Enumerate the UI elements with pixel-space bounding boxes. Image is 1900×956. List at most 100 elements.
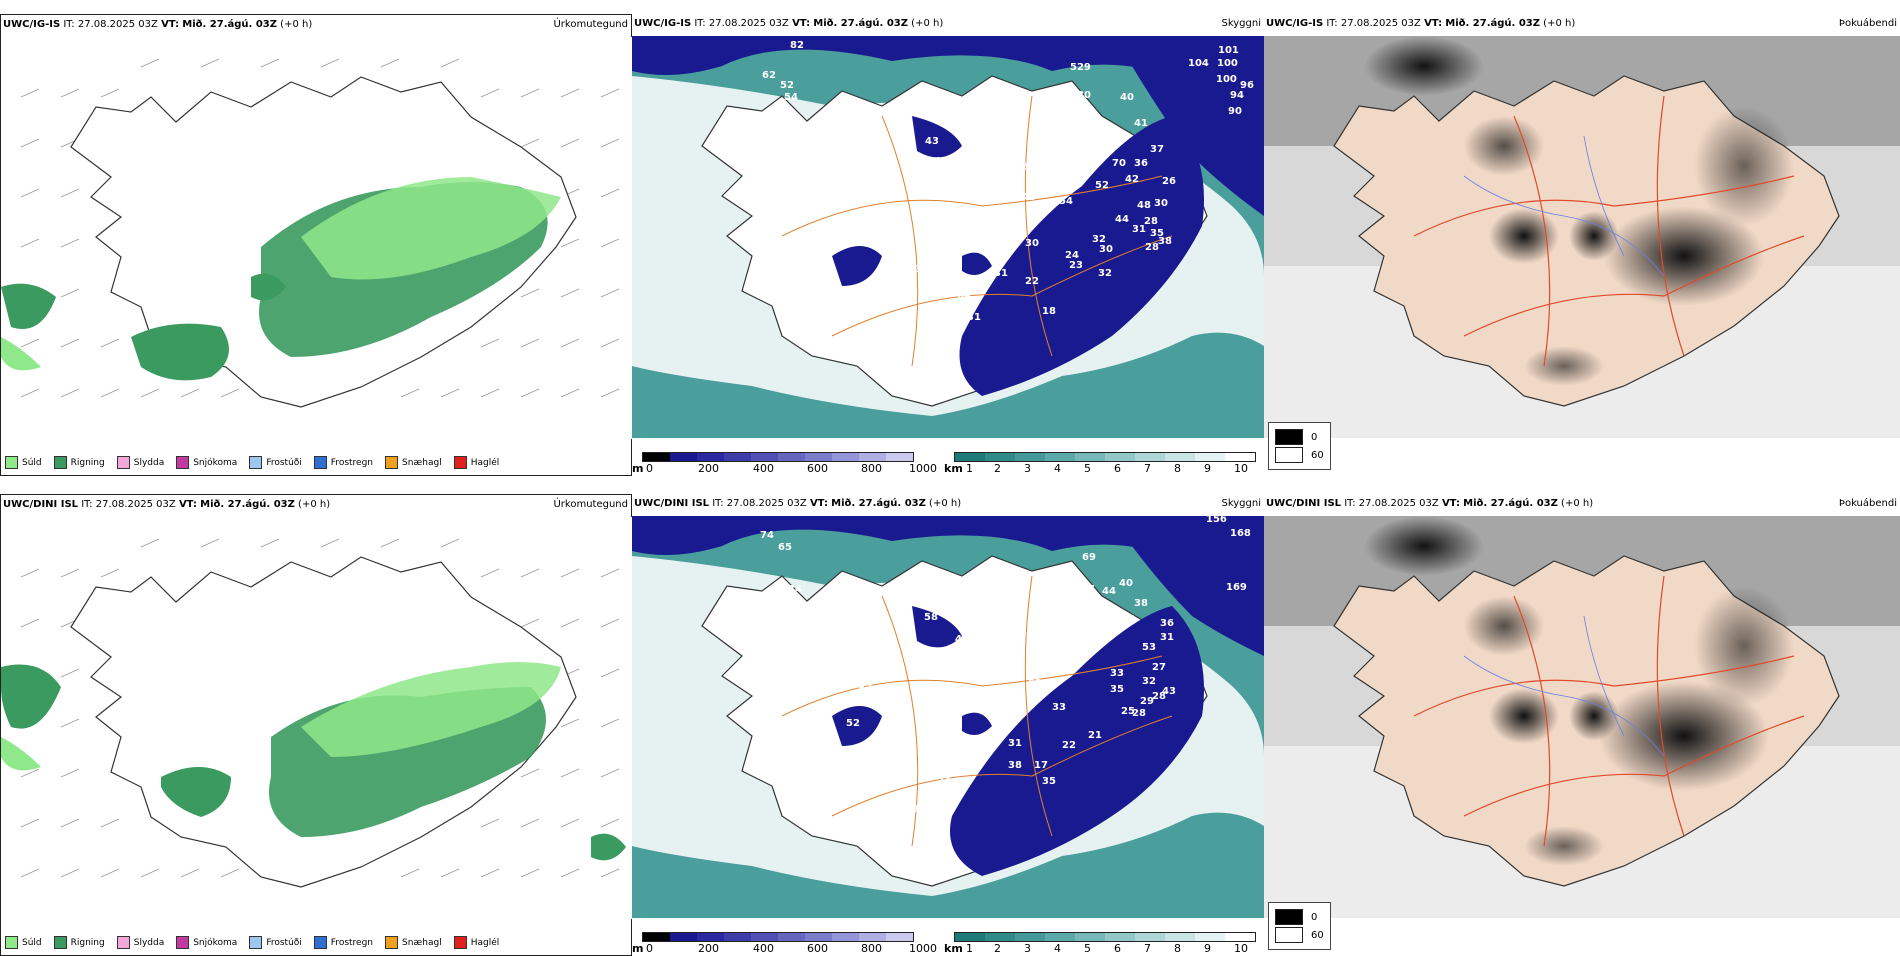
- svg-text:38: 38: [1134, 598, 1148, 609]
- svg-text:31: 31: [994, 268, 1008, 279]
- svg-text:39: 39: [882, 708, 896, 719]
- legend-swatch: [1275, 909, 1303, 925]
- legend-item-frostudi: Frostúði: [249, 936, 302, 949]
- rivers: [1463, 135, 1665, 277]
- svg-text:45: 45: [1022, 192, 1036, 203]
- svg-text:43: 43: [918, 696, 932, 707]
- precip-map[interactable]: [1, 517, 633, 919]
- field-title: Úrkomutegund: [553, 499, 628, 510]
- svg-text:52: 52: [1095, 180, 1109, 191]
- field-title: Þokuábendi: [1838, 18, 1897, 29]
- svg-text:36: 36: [1134, 158, 1148, 169]
- fog-legend-row: 60: [1275, 927, 1324, 943]
- precip-areas: [1, 662, 626, 861]
- legend-swatch: [53, 456, 67, 469]
- model-name: UWC/IG-IS: [1266, 18, 1324, 29]
- svg-text:70: 70: [1112, 158, 1126, 169]
- svg-text:38: 38: [1027, 178, 1041, 189]
- svg-text:62: 62: [762, 70, 776, 81]
- svg-text:32: 32: [1142, 676, 1156, 687]
- legend-item-slydda: Slydda: [116, 936, 164, 949]
- low-visibility-areas: [832, 606, 1204, 876]
- svg-text:33: 33: [1052, 702, 1066, 713]
- svg-text:76: 76: [1079, 104, 1093, 115]
- model-name: UWC/DINI ISL: [1266, 498, 1342, 509]
- svg-text:102: 102: [1102, 128, 1123, 139]
- fog-legend: 0 60: [1268, 902, 1331, 950]
- svg-text:32: 32: [1098, 268, 1112, 279]
- svg-text:18: 18: [1042, 306, 1056, 317]
- svg-text:30: 30: [1025, 238, 1039, 249]
- legend-swatch: [116, 936, 130, 949]
- row-top: UWC/IG-IS IT: 27.08.2025 03Z VT: Mið. 27…: [0, 14, 1900, 476]
- svg-text:104: 104: [1188, 58, 1209, 69]
- fog-index-panel-top: UWC/IG-IS IT: 27.08.2025 03Z VT: Mið. 27…: [1264, 14, 1900, 476]
- svg-text:43: 43: [1162, 686, 1176, 697]
- legend-item-frostregn: Frostregn: [313, 936, 373, 949]
- svg-text:65: 65: [778, 542, 792, 553]
- issue-time: 27.08.2025 03Z: [1358, 498, 1439, 509]
- svg-text:102: 102: [1080, 120, 1101, 131]
- svg-text:37: 37: [1150, 144, 1164, 155]
- svg-text:40: 40: [1009, 704, 1023, 715]
- svg-text:35: 35: [996, 238, 1010, 249]
- legend-item-sudd: Súld: [5, 936, 42, 949]
- roads: [1413, 95, 1805, 367]
- roads: [781, 575, 1173, 847]
- svg-text:52: 52: [1028, 678, 1042, 689]
- model-name: UWC/DINI ISL: [634, 498, 710, 509]
- svg-text:33: 33: [1110, 668, 1124, 679]
- svg-text:54: 54: [784, 92, 798, 103]
- issue-time: 27.08.2025 03Z: [95, 499, 176, 510]
- visibility-labels: 74 65 74 59 58 47 74 56 46 60 66 107 44 …: [760, 516, 1251, 815]
- panel-header: UWC/IG-IS IT: 27.08.2025 03Z VT: Mið. 27…: [3, 19, 313, 30]
- legend-item-snaehagl: Snæhagl: [385, 936, 442, 949]
- svg-text:74: 74: [760, 530, 774, 541]
- svg-text:56: 56: [1030, 642, 1044, 653]
- field-title: Úrkomutegund: [553, 19, 628, 30]
- valid-time: Mið. 27.ágú. 03Z: [1463, 498, 1558, 509]
- svg-text:38: 38: [1158, 236, 1172, 247]
- fog-legend-row: 60: [1275, 447, 1324, 463]
- valid-time: Mið. 27.ágú. 03Z: [1445, 18, 1540, 29]
- svg-text:30: 30: [915, 264, 929, 275]
- fog-map[interactable]: [1264, 516, 1900, 918]
- legend-item-frostregn: Frostregn: [313, 456, 373, 469]
- svg-text:42: 42: [917, 324, 931, 335]
- visibility-labels: 62 52 54 66 37 43 47 40 47 53 38 45 54 4…: [762, 40, 1254, 365]
- issue-time: 27.08.2025 03Z: [77, 19, 158, 30]
- svg-text:66: 66: [792, 128, 806, 139]
- legend-swatch: [116, 456, 130, 469]
- row-bottom: UWC/DINI ISL IT: 27.08.2025 03Z VT: Mið.…: [0, 494, 1900, 956]
- height-unit: m: [632, 942, 644, 955]
- svg-text:103: 103: [884, 320, 905, 331]
- svg-text:35: 35: [1150, 228, 1164, 239]
- legend-item-rigning: Rigning: [53, 936, 105, 949]
- svg-text:47: 47: [934, 156, 948, 167]
- legend-item-slydda: Slydda: [116, 456, 164, 469]
- svg-text:107: 107: [1074, 584, 1095, 595]
- lead-time: (+0 h): [1543, 18, 1576, 29]
- fog-legend-row: 0: [1275, 429, 1324, 445]
- legend-swatch: [385, 936, 399, 949]
- precip-map[interactable]: [1, 37, 633, 439]
- svg-text:58: 58: [924, 612, 938, 623]
- svg-text:49: 49: [1036, 668, 1050, 679]
- visibility-map[interactable]: 62 52 54 66 37 43 47 40 47 53 38 45 54 4…: [632, 36, 1264, 438]
- lead-time: (+0 h): [1561, 498, 1594, 509]
- model-name: UWC/IG-IS: [3, 19, 61, 30]
- visibility-map[interactable]: 74 65 74 59 58 47 74 56 46 60 66 107 44 …: [632, 516, 1264, 918]
- legend-item-frostudi: Frostúði: [249, 456, 302, 469]
- fog-map[interactable]: [1264, 36, 1900, 438]
- svg-text:49: 49: [1042, 656, 1056, 667]
- svg-text:37: 37: [827, 770, 841, 781]
- svg-text:35: 35: [1042, 776, 1056, 787]
- svg-text:82: 82: [790, 40, 804, 51]
- svg-text:29: 29: [1140, 696, 1154, 707]
- svg-text:64: 64: [957, 290, 971, 301]
- svg-text:28: 28: [1145, 242, 1159, 253]
- svg-text:44: 44: [1115, 214, 1129, 225]
- model-name: UWC/DINI ISL: [3, 499, 79, 510]
- precip-legend: Súld Rigning Slydda Snjókoma Frostúði Fr…: [5, 936, 499, 949]
- model-name: UWC/IG-IS: [634, 18, 692, 29]
